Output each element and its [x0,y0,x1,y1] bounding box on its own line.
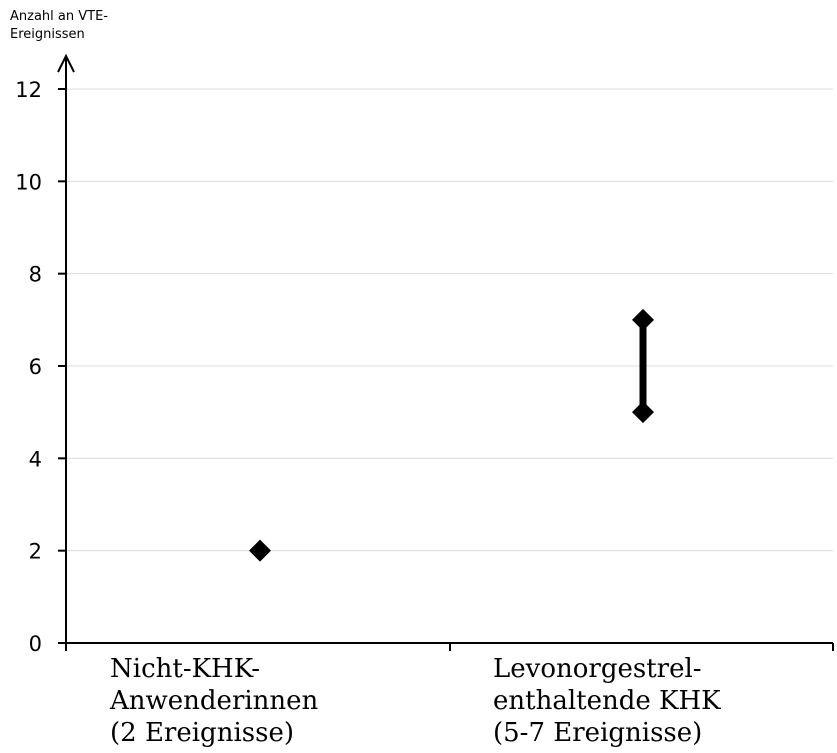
y-axis-label-line-2: Ereignissen [10,27,85,42]
axes [57,53,834,651]
y-tick-label: 10 [15,170,42,194]
y-axis-label-line-1: Anzahl an VTE- [10,9,108,24]
y-axis-label: Anzahl an VTE- Ereignissen [10,9,108,42]
y-tick-label: 6 [29,355,42,379]
x-category-label-line: Levonorgestrel- [493,654,702,684]
y-tick-label: 4 [29,447,42,471]
y-tick-label: 2 [29,540,42,564]
x-category-label-line: Nicht-KHK- [110,654,260,684]
y-tick-label: 12 [15,78,42,102]
y-tick-labels: 0 2 4 6 8 10 12 [15,78,42,656]
x-category-label-line: enthaltende KHK [493,686,721,716]
x-category-label-line: (2 Ereignisse) [110,718,294,748]
data-point-diamond [249,539,271,562]
x-category-label-line: Anwenderinnen [109,686,319,716]
data-point-diamond [632,401,654,424]
y-tick-label: 0 [29,632,42,656]
data-point-diamond [632,308,654,331]
y-tick-label: 8 [29,263,42,287]
gridlines [66,88,833,552]
x-category-label-line: (5-7 Ereignisse) [493,718,702,748]
y-axis-arrow-icon [57,53,75,73]
x-category-labels: Nicht-KHK-Anwenderinnen(2 Ereignisse) Lev… [109,654,721,748]
data-marks [249,308,654,562]
